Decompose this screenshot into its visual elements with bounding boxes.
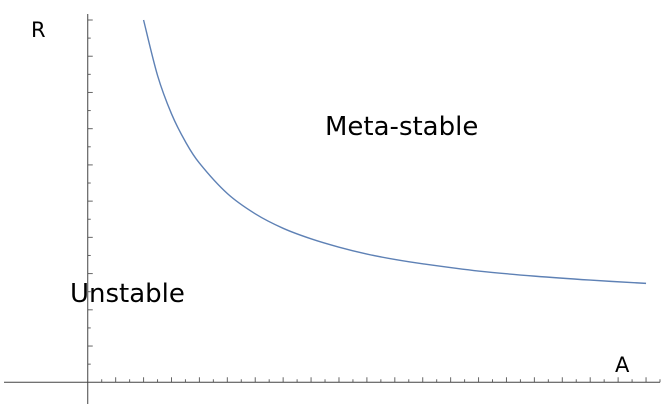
y-axis-label: R <box>31 18 46 42</box>
tick-marks <box>87 19 661 383</box>
annotation-meta-stable: Meta-stable <box>325 112 478 142</box>
annotation-unstable: Unstable <box>70 279 185 309</box>
x-axis-label: A <box>615 353 630 377</box>
series-line <box>142 19 647 285</box>
